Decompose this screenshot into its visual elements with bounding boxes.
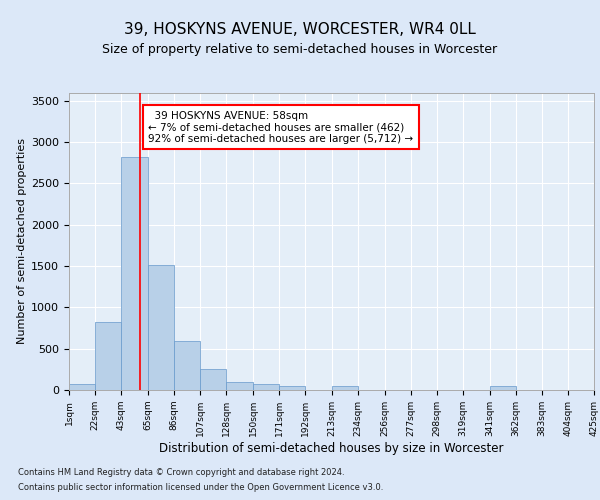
Bar xyxy=(174,341,200,390)
Bar xyxy=(121,157,148,390)
Bar xyxy=(331,386,358,390)
Bar xyxy=(148,265,174,390)
Bar xyxy=(95,322,121,390)
Text: Contains public sector information licensed under the Open Government Licence v3: Contains public sector information licen… xyxy=(18,483,383,492)
X-axis label: Distribution of semi-detached houses by size in Worcester: Distribution of semi-detached houses by … xyxy=(159,442,504,454)
Bar xyxy=(226,382,253,390)
Text: 39, HOSKYNS AVENUE, WORCESTER, WR4 0LL: 39, HOSKYNS AVENUE, WORCESTER, WR4 0LL xyxy=(124,22,476,38)
Text: Contains HM Land Registry data © Crown copyright and database right 2024.: Contains HM Land Registry data © Crown c… xyxy=(18,468,344,477)
Bar xyxy=(280,386,305,390)
Y-axis label: Number of semi-detached properties: Number of semi-detached properties xyxy=(17,138,27,344)
Bar xyxy=(200,370,226,390)
Bar xyxy=(253,384,280,390)
Bar xyxy=(69,384,95,390)
Text: Size of property relative to semi-detached houses in Worcester: Size of property relative to semi-detach… xyxy=(103,42,497,56)
Bar xyxy=(490,386,516,390)
Text: 39 HOSKYNS AVENUE: 58sqm
← 7% of semi-detached houses are smaller (462)
92% of s: 39 HOSKYNS AVENUE: 58sqm ← 7% of semi-de… xyxy=(148,110,413,144)
